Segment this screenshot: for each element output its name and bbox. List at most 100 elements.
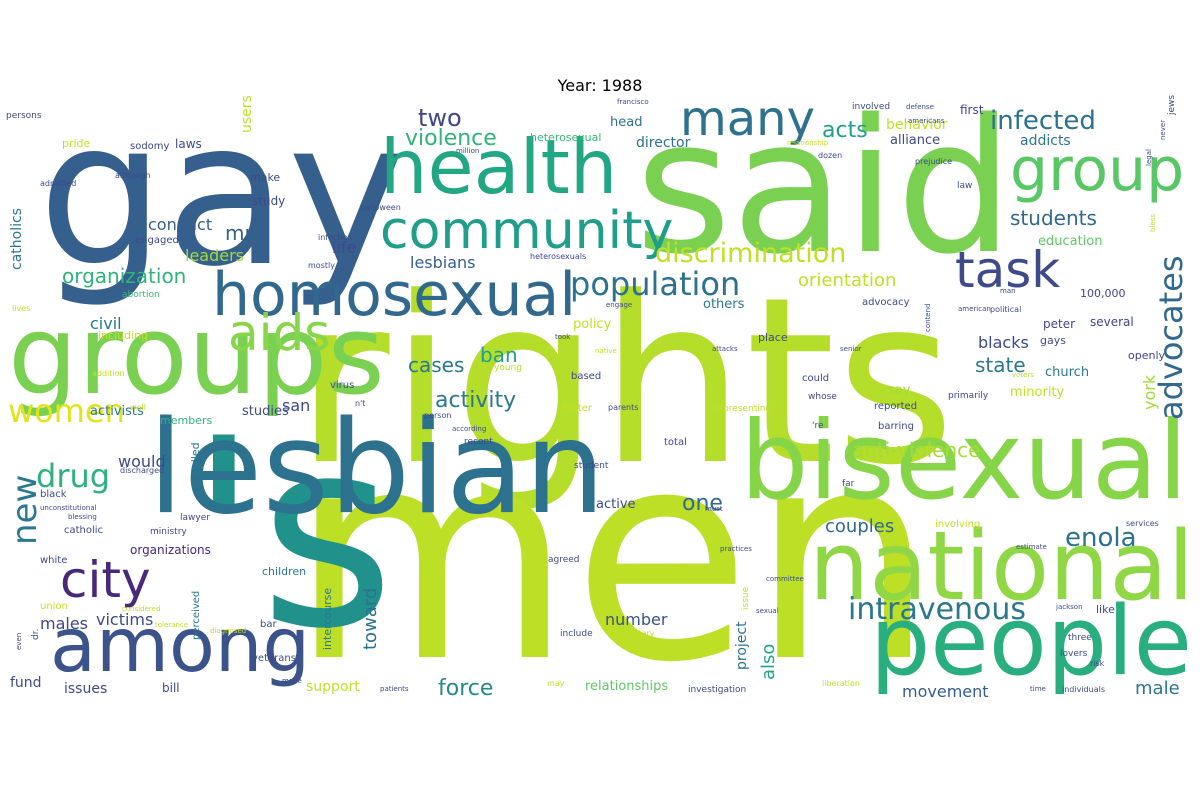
cloud-word: activity bbox=[435, 388, 517, 413]
cloud-word: student bbox=[574, 461, 609, 471]
cloud-word: virus bbox=[330, 380, 355, 391]
cloud-word: orientation bbox=[798, 270, 897, 291]
cloud-word: life bbox=[332, 238, 357, 257]
cloud-word: alliance bbox=[890, 133, 941, 148]
cloud-word: openly bbox=[1128, 349, 1166, 362]
cloud-word: students bbox=[1010, 206, 1097, 230]
cloud-word: study bbox=[252, 194, 286, 208]
cloud-word: bisexual bbox=[740, 399, 1188, 524]
cloud-word: veterans bbox=[252, 653, 296, 664]
cloud-word: individuals bbox=[1062, 685, 1105, 694]
cloud-word: bar bbox=[260, 619, 277, 630]
cloud-word: lawyer bbox=[180, 513, 210, 523]
cloud-word: persons bbox=[6, 111, 42, 121]
cloud-word: like bbox=[1096, 603, 1115, 616]
cloud-word: americans bbox=[908, 117, 945, 125]
cloud-word: sexual bbox=[756, 607, 779, 615]
cloud-word: sodomy bbox=[130, 141, 170, 152]
word-cloud: rights men said gay's lesbian groups bisexual p… bbox=[6, 95, 1194, 703]
cloud-word: children bbox=[262, 565, 307, 578]
cloud-word: one bbox=[682, 491, 723, 516]
cloud-word: attacks bbox=[712, 345, 738, 353]
cloud-word: although bbox=[115, 171, 151, 180]
cloud-word: state bbox=[975, 353, 1026, 377]
cloud-word: homosexual bbox=[212, 260, 576, 330]
cloud-word: community bbox=[380, 201, 674, 261]
cloud-word: n't bbox=[355, 399, 366, 408]
cloud-word: blessing bbox=[68, 513, 97, 521]
cloud-word: three bbox=[1068, 633, 1092, 643]
cloud-word: far bbox=[842, 479, 855, 489]
cloud-word: active bbox=[596, 497, 636, 512]
cloud-word: men bbox=[290, 389, 935, 703]
cloud-word: include bbox=[560, 629, 593, 639]
cloud-word: total bbox=[664, 437, 687, 448]
cloud-word: diagnosed bbox=[210, 627, 247, 635]
cloud-word: place bbox=[758, 331, 788, 344]
cloud-word: estimate bbox=[1016, 543, 1047, 551]
cloud-word: first bbox=[960, 103, 984, 117]
cloud-word: also bbox=[758, 643, 779, 680]
cloud-word: prejudice bbox=[915, 157, 953, 166]
cloud-word: relationship bbox=[787, 139, 829, 147]
cloud-word: ban bbox=[480, 343, 518, 367]
cloud-word: ministry bbox=[150, 527, 187, 537]
cloud-word: involved bbox=[852, 102, 891, 112]
wordcloud-title: Year: 1988 bbox=[557, 76, 643, 95]
cloud-word: catholics bbox=[9, 208, 25, 270]
cloud-word: toward bbox=[360, 587, 381, 650]
cloud-word: never bbox=[1159, 119, 1167, 140]
cloud-word: risk bbox=[1090, 659, 1105, 668]
cloud-word: york bbox=[1140, 374, 1159, 410]
cloud-word: according bbox=[452, 425, 487, 433]
cloud-word: representing bbox=[714, 404, 772, 414]
cloud-word: minority bbox=[1010, 385, 1065, 400]
cloud-word: rights bbox=[295, 249, 956, 516]
cloud-word: peter bbox=[1043, 317, 1076, 331]
cloud-word: took bbox=[555, 333, 571, 341]
cloud-word: intercourse bbox=[321, 587, 334, 650]
cloud-word: health bbox=[380, 123, 618, 211]
cloud-word: mostly bbox=[308, 261, 335, 270]
cloud-word: person bbox=[424, 411, 452, 420]
cloud-word: head bbox=[610, 115, 643, 130]
cloud-word: infection bbox=[318, 233, 353, 242]
cloud-word: whose bbox=[808, 392, 837, 402]
cloud-word: civil bbox=[90, 314, 122, 333]
cloud-word: agreed bbox=[548, 555, 580, 565]
cloud-word: man bbox=[1000, 287, 1016, 295]
cloud-word: services bbox=[1126, 519, 1159, 528]
cloud-word: practices bbox=[720, 545, 752, 553]
cloud-word: policy bbox=[573, 317, 612, 332]
cloud-word: studies bbox=[242, 404, 289, 419]
cloud-word: addicts bbox=[1020, 133, 1071, 149]
cloud-word: task bbox=[955, 241, 1061, 299]
cloud-word: males bbox=[40, 614, 89, 633]
cloud-word: among bbox=[50, 601, 311, 689]
cloud-word: time bbox=[1030, 685, 1046, 693]
cloud-word: discrimination bbox=[655, 238, 847, 269]
cloud-word: american bbox=[958, 305, 991, 313]
cloud-word: dr. bbox=[31, 628, 41, 640]
cloud-word: well bbox=[130, 403, 146, 412]
cloud-word: support bbox=[306, 679, 360, 695]
cloud-word: said bbox=[635, 95, 1014, 295]
cloud-word: admitted bbox=[40, 179, 77, 188]
cloud-word: number bbox=[605, 610, 668, 629]
cloud-word: violence bbox=[405, 126, 497, 151]
cloud-word: voters bbox=[1012, 371, 1035, 379]
cloud-word: primarily bbox=[948, 391, 989, 401]
cloud-word: church bbox=[1045, 365, 1090, 380]
cloud-word: black bbox=[40, 489, 67, 500]
cloud-word: national bbox=[808, 512, 1194, 622]
cloud-word: organizations bbox=[130, 543, 211, 557]
cloud-word: discharged bbox=[120, 466, 165, 475]
cloud-word: patients bbox=[380, 685, 409, 693]
cloud-word: pride bbox=[62, 137, 91, 150]
cloud-word: infected bbox=[990, 106, 1096, 136]
cloud-word: engaged bbox=[135, 235, 179, 246]
cloud-word: committee bbox=[766, 575, 804, 583]
cloud-word: senior bbox=[840, 345, 862, 353]
cloud-word: bless bbox=[1149, 214, 1157, 232]
cloud-word: military bbox=[624, 629, 655, 638]
